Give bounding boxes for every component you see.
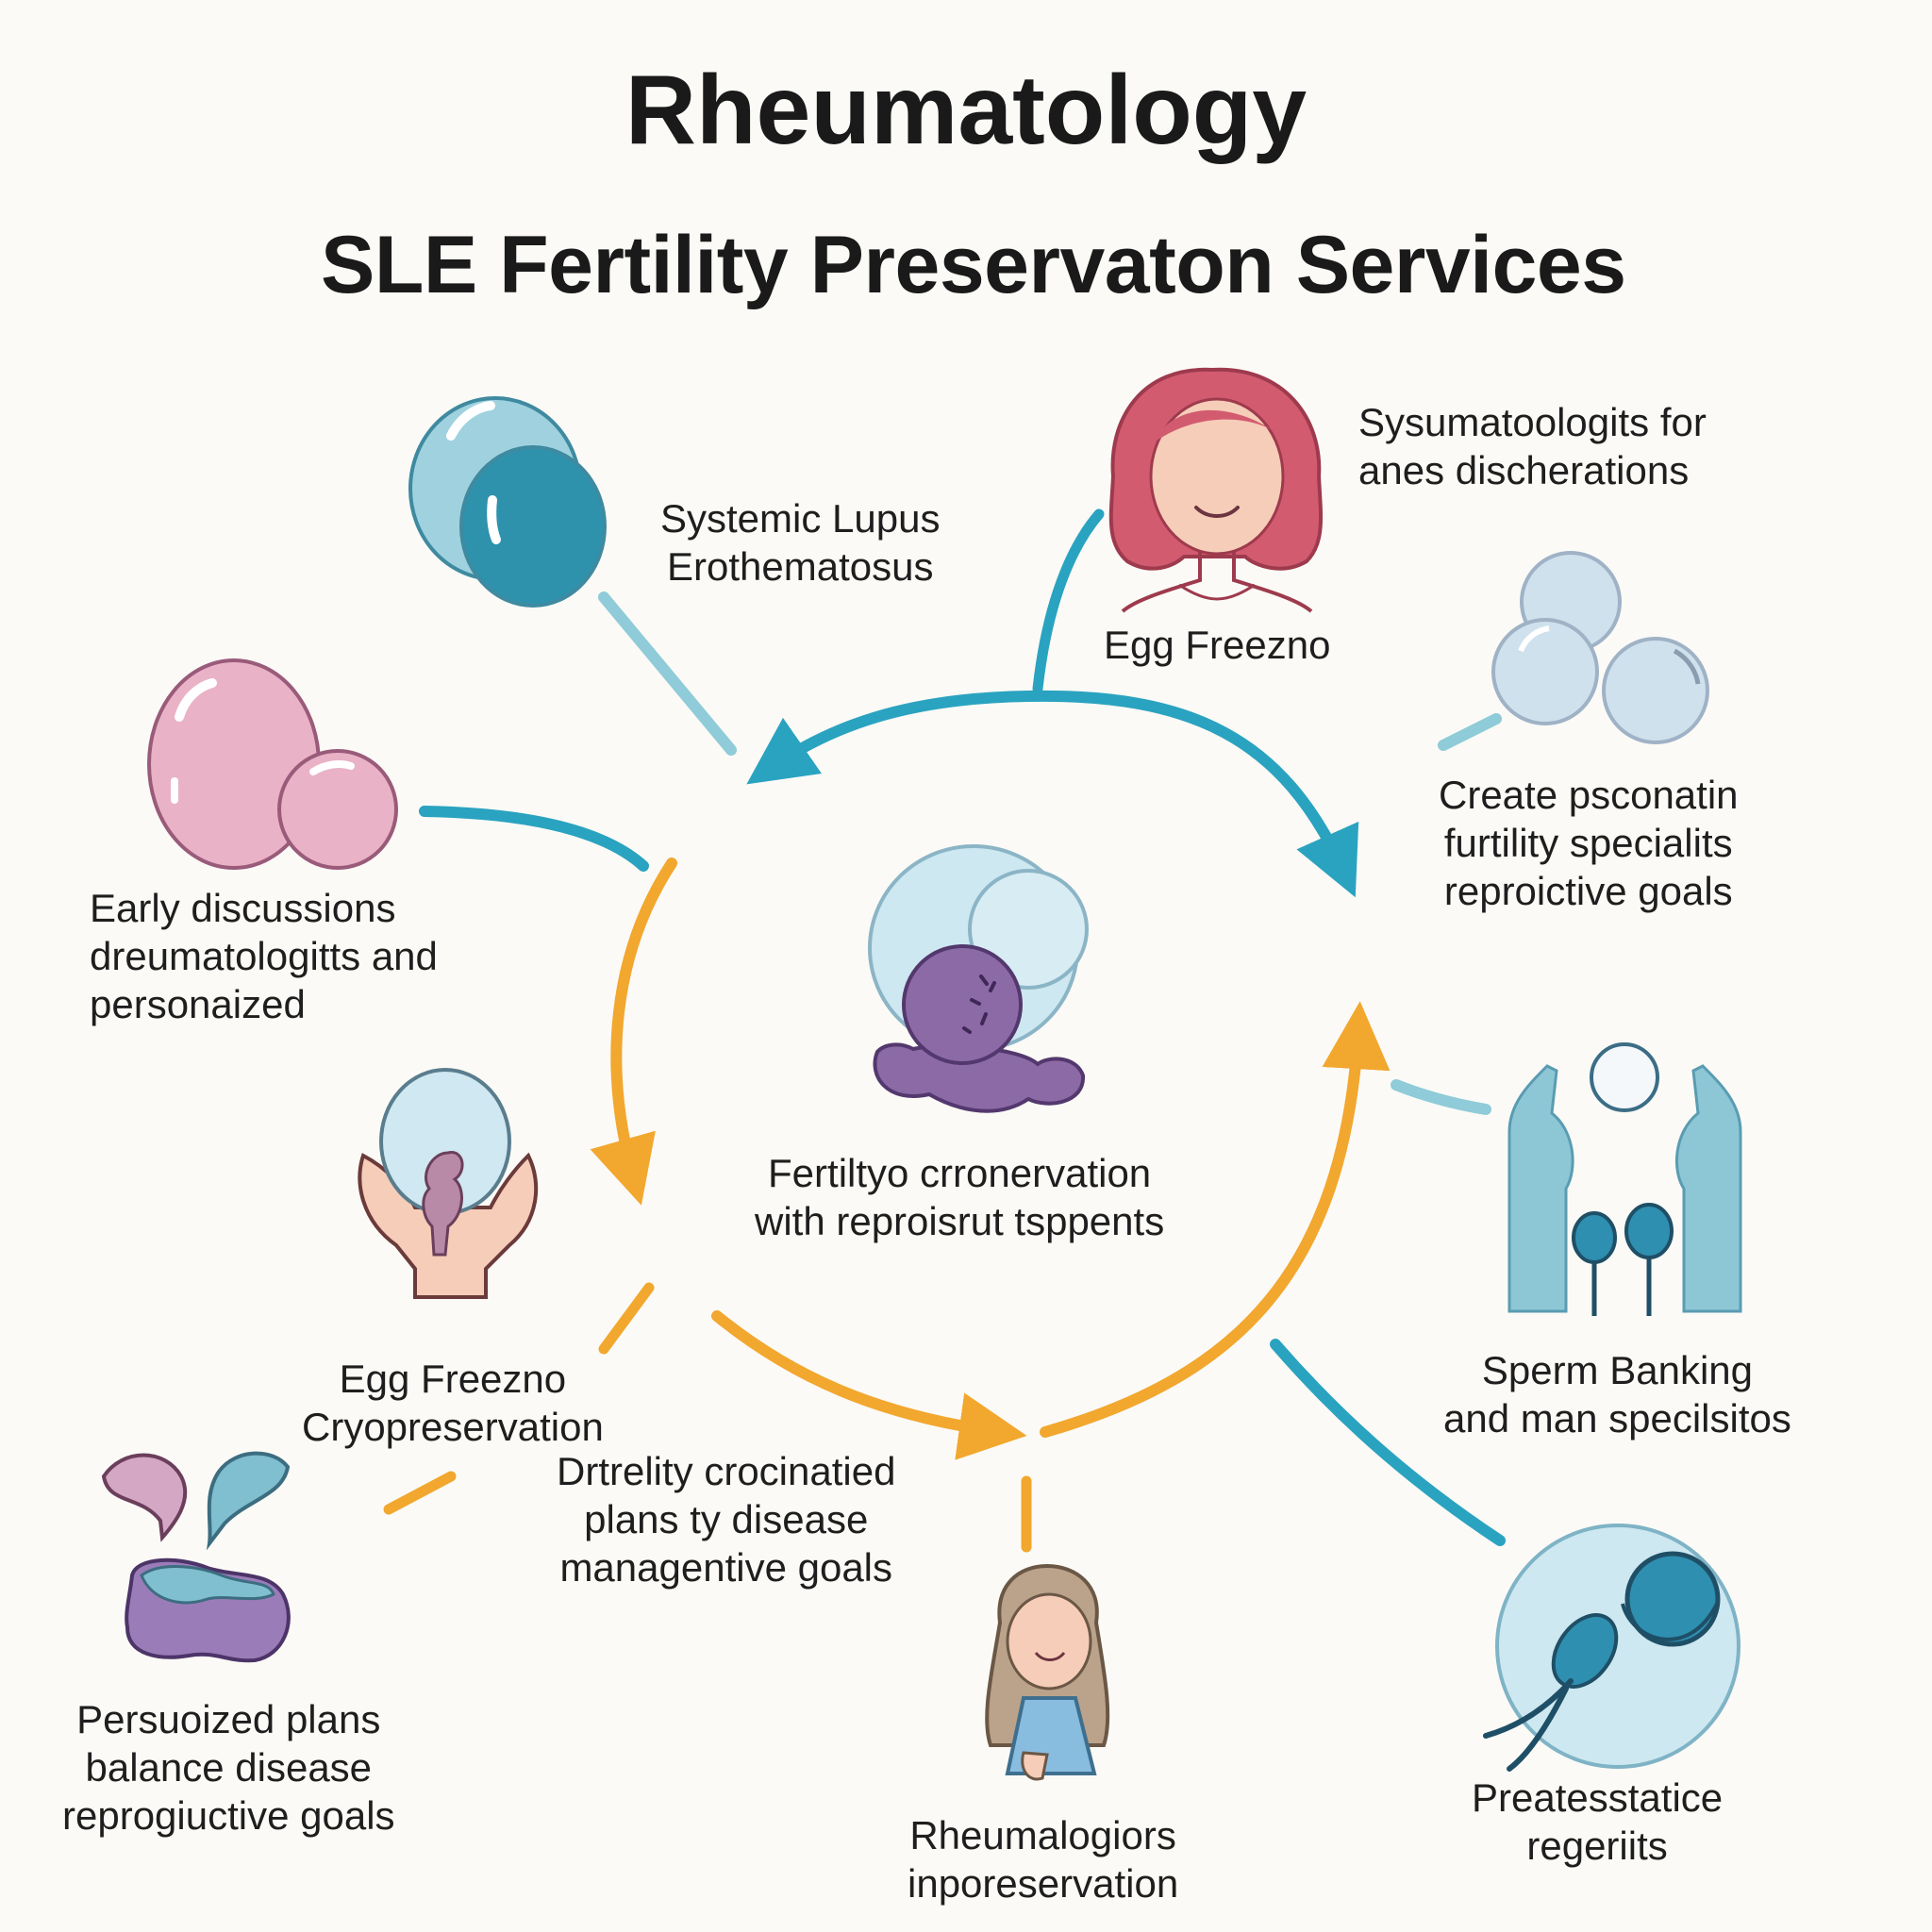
label-rheumatologists-top: Sysumatoologits for anes discherations <box>1358 400 1707 492</box>
girl-avatar-icon <box>985 1563 1110 1781</box>
label-sperm-banking: Sperm Banking and man specilsitos <box>1443 1348 1791 1441</box>
page-title: Rheumatology <box>625 56 1307 165</box>
arrow-teal-bottom-right <box>1270 1339 1506 1546</box>
label-early-discussions: Early discussions dreumatologitts and pe… <box>90 886 438 1026</box>
arrow-teal-early <box>419 806 649 872</box>
arrow-lightteal-sperm <box>1391 1079 1491 1115</box>
woman-red-hair-icon <box>1108 367 1324 613</box>
arrow-teal-from-woman <box>1032 508 1105 694</box>
arrow-orange-dash-2 <box>383 1471 457 1515</box>
page-subtitle: SLE Fertility Preservaton Services <box>321 220 1626 310</box>
bubble-trio-icon <box>1491 551 1709 744</box>
label-preatesstatice: Preatesstatice regeriits <box>1472 1775 1724 1868</box>
label-personalized-plans: Persuoized plans balance disease reprogi… <box>62 1697 395 1838</box>
label-create-personalized: Create psconatin furtility specialits re… <box>1439 773 1739 913</box>
arrow-orange-right-arc <box>1040 1001 1391 1438</box>
label-systemic-lupus: Systemic Lupus Erothematosus <box>660 496 941 589</box>
arrow-lightteal-sle <box>598 591 737 756</box>
label-drtility-plans: Drtrelity crocinatied plans ty disease m… <box>557 1449 896 1590</box>
egg-cell-purple-icon <box>868 844 1089 1113</box>
arrow-orange-left-arc <box>590 858 677 1206</box>
sperm-egg-icon <box>1483 1524 1740 1772</box>
label-fertility-center: Fertiltyo crronervation with reproisrut … <box>755 1151 1165 1243</box>
cell-pair-pink-icon <box>147 658 398 870</box>
arrow-lightteal-bubbles <box>1438 713 1502 751</box>
label-rheumalogiors: Rheumalogiors inporeservation <box>908 1813 1179 1906</box>
label-egg-freezing-top: Egg Freezno <box>1104 623 1331 667</box>
label-egg-cryopreservation: Egg Freezno Cryopreservation <box>302 1357 604 1449</box>
hands-holding-embryo-icon <box>358 1068 539 1299</box>
organ-drops-icon <box>101 1451 291 1663</box>
hands-sperm-icon <box>1507 1042 1742 1316</box>
arrow-orange-dash-1 <box>598 1282 655 1355</box>
arrow-teal-top-arc <box>746 690 1359 898</box>
arrow-orange-bottom <box>711 1310 1027 1460</box>
cycle-arrows <box>383 508 1506 1553</box>
cell-cluster-blue-icon <box>408 396 607 608</box>
